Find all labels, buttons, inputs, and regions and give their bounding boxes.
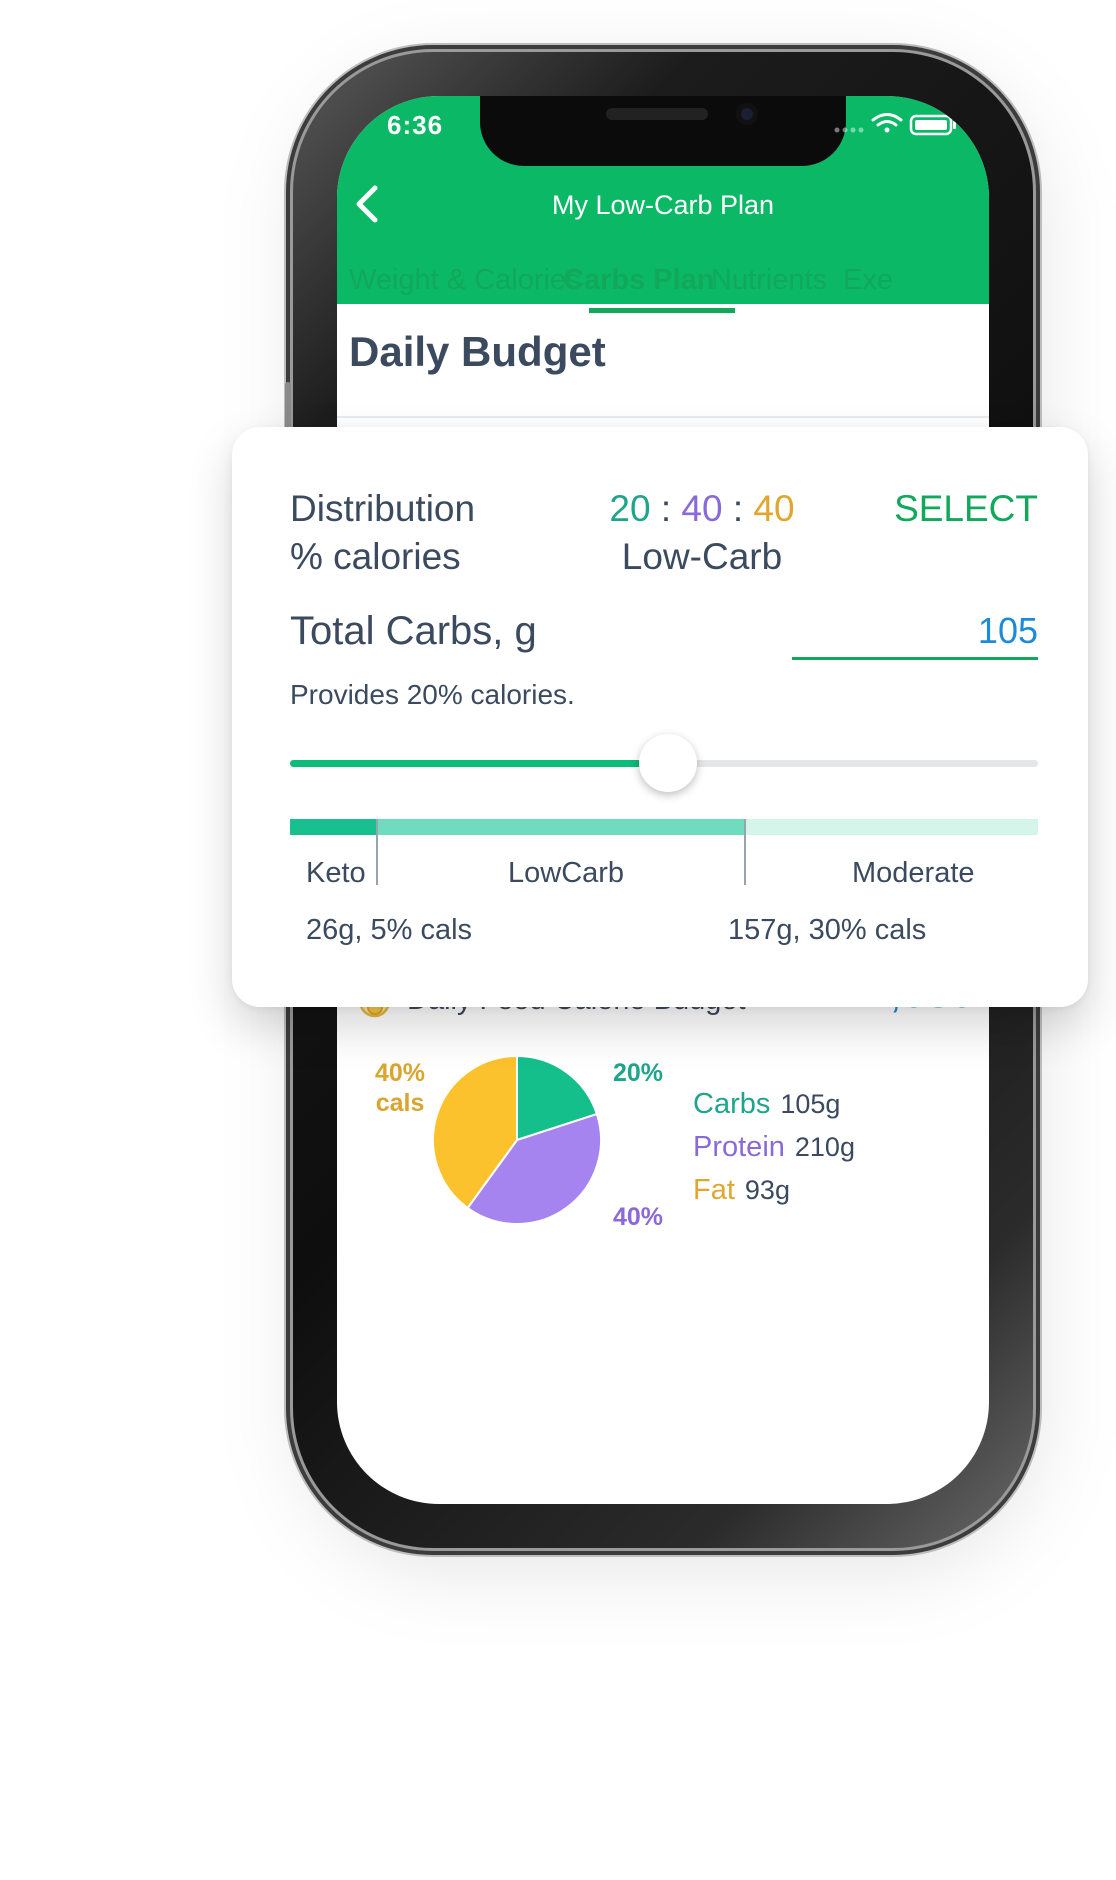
ratio-protein: 40 [681, 488, 723, 529]
carbs-slider-thumb[interactable] [639, 734, 697, 792]
range-moderate-bar [744, 819, 1038, 835]
status-time: 6:36 [387, 110, 444, 140]
active-tab-indicator [589, 308, 735, 313]
macro-amount-protein: 210g [794, 1132, 855, 1162]
pie-label-carbs: 20% [613, 1059, 664, 1087]
tab-nutrients[interactable]: Nutrients [711, 264, 828, 296]
range-label-keto: Keto [306, 857, 366, 889]
pie-label-fat-percent: 40% [375, 1059, 426, 1087]
pie-label-fat: 40% cals [375, 1058, 425, 1118]
range-tick-keto [376, 819, 378, 885]
range-label-lowcarb: LowCarb [508, 857, 625, 889]
tab-weight-calories[interactable]: Weight & Calories [349, 264, 581, 296]
distribution-ratio: 20 : 40 : 40 Low-Carb [582, 485, 822, 581]
battery-icon [909, 114, 956, 136]
tab-exercise[interactable]: Exe [843, 264, 893, 296]
distribution-subtitle: % calories [290, 536, 461, 577]
speaker-grille [606, 108, 708, 120]
notch [480, 96, 846, 166]
distribution-title: Distribution [290, 488, 476, 529]
range-tick-moderate [744, 819, 746, 885]
pie-slice-protein [466, 1112, 602, 1225]
macro-amount-fat: 93g [744, 1175, 790, 1205]
macro-row-fat: Fat 93g [693, 1174, 790, 1207]
macro-name-protein: Protein [693, 1131, 785, 1163]
status-icons [834, 113, 956, 136]
macro-name-fat: Fat [693, 1174, 735, 1206]
ratio-separator: : [732, 488, 744, 529]
plan-name: Low-Carb [621, 536, 783, 577]
nav-title: My Low-Carb Plan [551, 190, 775, 220]
front-camera [736, 103, 758, 125]
range-note-keto: 26g, 5% cals [306, 914, 473, 946]
macro-pie-chart [432, 1054, 602, 1225]
range-lowcarb-bar [376, 819, 744, 835]
total-carbs-input[interactable] [792, 605, 1038, 660]
provides-text: Provides 20% calories. [290, 679, 575, 710]
macro-name-carbs: Carbs [693, 1088, 771, 1120]
pie-slice-fat [432, 1054, 518, 1210]
pie-label-fat-unit: cals [375, 1089, 425, 1117]
total-carbs-label: Total Carbs, g [290, 609, 537, 653]
range-label-moderate: Moderate [852, 857, 975, 889]
carbs-distribution-card: Distribution % calories 20 : 40 : 40 Low… [232, 427, 1088, 1007]
ratio-separator: : [660, 488, 672, 529]
signal-icon [834, 127, 864, 133]
select-button[interactable]: SELECT [894, 488, 1038, 529]
macro-row-protein: Protein 210g [693, 1131, 855, 1164]
macro-amount-carbs: 105g [780, 1089, 841, 1119]
ratio-carbs: 20 [609, 488, 651, 529]
pie-slice-carbs [516, 1054, 599, 1142]
divider [337, 416, 989, 418]
pie-label-protein: 40% [613, 1203, 664, 1231]
distribution-label: Distribution % calories [290, 485, 475, 581]
ratio-fat: 40 [753, 488, 795, 529]
wifi-icon [871, 113, 903, 133]
macro-row-carbs: Carbs 105g [693, 1088, 840, 1121]
carbs-slider-fill [290, 760, 664, 767]
range-note-moderate: 157g, 30% cals [728, 914, 927, 946]
range-keto-bar [290, 819, 376, 835]
tab-carbs-plan[interactable]: Carbs Plan [563, 264, 715, 296]
page-title: Daily Budget [349, 328, 606, 375]
back-chevron-icon[interactable] [347, 176, 387, 232]
